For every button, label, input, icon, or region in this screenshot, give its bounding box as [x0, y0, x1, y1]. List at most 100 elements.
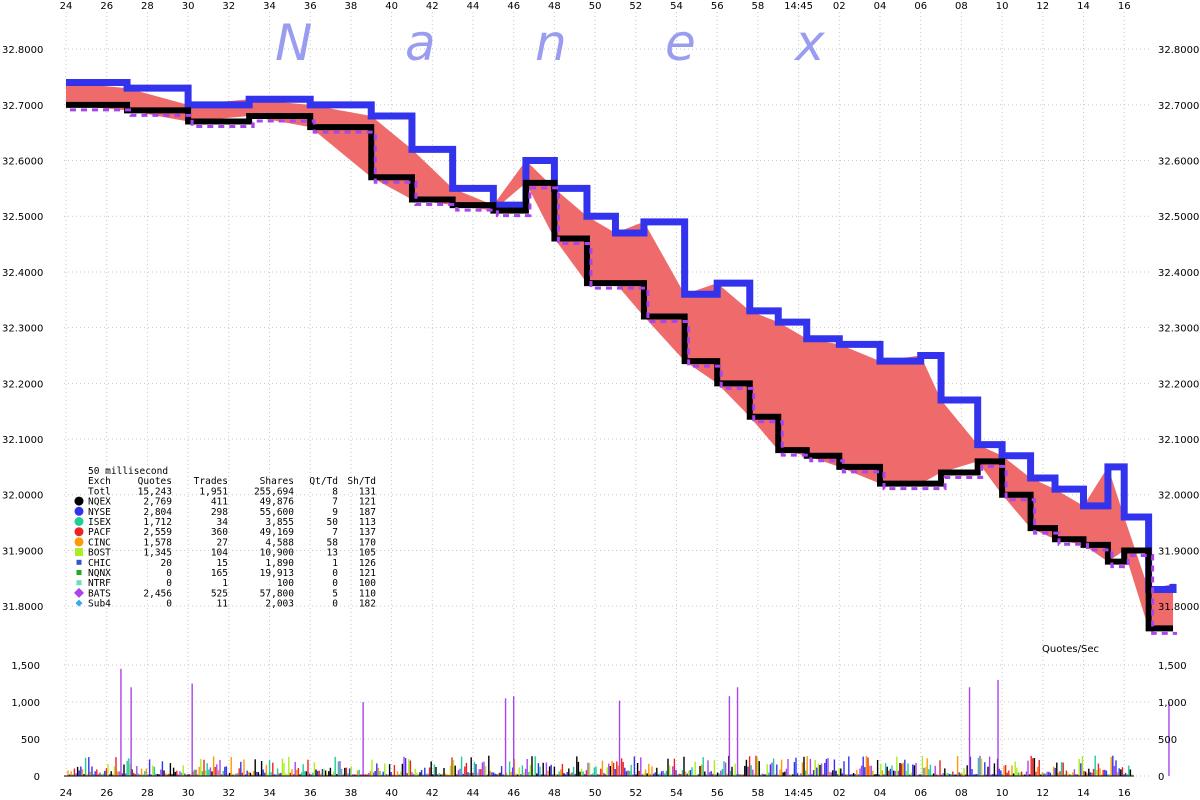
legend-marker: [74, 537, 84, 547]
legend-cell: 8: [332, 486, 338, 497]
watermark-letter: N: [275, 14, 312, 72]
x-tick-label-bottom: 56: [711, 788, 724, 799]
legend-cell: 0: [166, 568, 172, 579]
x-tick-label-bottom: 26: [100, 788, 113, 799]
legend-cell: 50: [327, 517, 339, 528]
legend-cell: 19,913: [260, 568, 294, 579]
x-tick-label-top: 28: [141, 1, 154, 12]
bats-series-line: [70, 108, 1178, 635]
legend-cell: 0: [332, 568, 338, 579]
x-tick-label-bottom: 02: [833, 788, 846, 799]
legend-cell: BATS: [88, 588, 111, 599]
watermark-letter: a: [405, 14, 436, 72]
x-tick-label-top: 44: [467, 1, 480, 12]
legend-cell: CHIC: [88, 558, 111, 569]
y-tick-label-right: 32.5000: [1158, 212, 1199, 223]
legend-title: 50 millisecond: [88, 466, 168, 477]
legend-cell: 15: [217, 558, 228, 569]
legend-cell: 15,243: [138, 486, 172, 497]
legend-cell: 58: [327, 537, 339, 548]
x-tick-label-top: 14: [1077, 1, 1090, 12]
legend-header: Trades: [194, 476, 228, 487]
legend-cell: 2,559: [143, 527, 172, 538]
x-tick-label-bottom: 24: [60, 788, 73, 799]
x-tick-label-bottom: 12: [1036, 788, 1049, 799]
legend-cell: 131: [359, 486, 376, 497]
legend-cell: 1,712: [143, 517, 172, 528]
y-tick-label-right: 32.2000: [1158, 379, 1199, 390]
legend-cell: 1,578: [143, 537, 172, 548]
legend-marker: [74, 506, 84, 516]
legend-cell: 411: [211, 497, 228, 508]
x-tick-label-top: 30: [182, 1, 195, 12]
y-tick-label-left: 32.7000: [2, 101, 43, 112]
legend-cell: 255,694: [254, 486, 294, 497]
x-tick-label-bottom: 16: [1118, 788, 1131, 799]
legend-cell: 187: [359, 507, 376, 518]
x-tick-label-top: 24: [60, 1, 73, 12]
watermark-letter: x: [793, 14, 825, 72]
vol-tick-label-left: 1,500: [11, 661, 40, 672]
x-tick-label-bottom: 06: [914, 788, 927, 799]
spread-area: [66, 82, 1174, 629]
y-tick-label-left: 32.5000: [2, 212, 43, 223]
y-tick-label-left: 32.4000: [2, 268, 43, 279]
watermark-letter: e: [665, 14, 696, 72]
legend-cell: 57,800: [260, 588, 295, 599]
legend-header: Quotes: [138, 476, 172, 487]
legend-cell: 1: [222, 578, 228, 589]
y-tick-label-right: 31.9000: [1158, 546, 1199, 557]
x-tick-label-top: 08: [955, 1, 968, 12]
ask-series-line: [66, 79, 1177, 593]
y-tick-label-right: 32.3000: [1158, 324, 1199, 335]
y-tick-label-right: 32.0000: [1158, 491, 1199, 502]
legend-cell: 4,588: [265, 537, 294, 548]
y-tick-label-left: 32.8000: [2, 45, 43, 56]
vol-tick-label-right: 1,500: [1158, 661, 1187, 672]
legend-cell: 182: [359, 599, 376, 610]
x-tick-label-top: 38: [345, 1, 358, 12]
legend-cell: 1: [332, 558, 338, 569]
x-tick-label-bottom: 42: [426, 788, 439, 799]
x-tick-label-bottom: 08: [955, 788, 968, 799]
volume-bars: [64, 668, 1170, 777]
vol-tick-label-right: 500: [1158, 735, 1177, 746]
bid-series-line: [66, 101, 1174, 632]
y-tick-label-left: 32.6000: [2, 157, 43, 168]
legend-cell: 121: [359, 568, 376, 579]
legend-header: Shares: [260, 476, 294, 487]
legend-cell: 126: [359, 558, 376, 569]
legend-cell: 13: [327, 548, 338, 559]
vol-tick-label-left: 0: [34, 772, 40, 783]
y-tick-label-left: 31.8000: [2, 602, 43, 613]
y-tick-label-right: 32.7000: [1158, 101, 1199, 112]
y-tick-label-right: 32.8000: [1158, 45, 1199, 56]
x-tick-label-bottom: 28: [141, 788, 154, 799]
vol-tick-label-right: 0: [1158, 772, 1164, 783]
y-tick-label-left: 32.3000: [2, 324, 43, 335]
x-tick-label-bottom: 32: [222, 788, 235, 799]
x-tick-label-top: 52: [629, 1, 642, 12]
x-tick-label-bottom: 38: [345, 788, 358, 799]
legend-cell: 105: [359, 548, 376, 559]
x-tick-label-bottom: 10: [996, 788, 1009, 799]
legend-cell: 5: [332, 588, 338, 599]
legend-cell: 2,003: [265, 599, 294, 610]
legend-marker: [75, 548, 83, 557]
legend-cell: 49,876: [260, 497, 295, 508]
y-tick-label-left: 31.9000: [2, 546, 43, 557]
legend-cell: 170: [359, 537, 376, 548]
legend-cell: 137: [359, 527, 376, 538]
legend-cell: 165: [211, 568, 228, 579]
y-tick-label-right: 31.8000: [1158, 602, 1199, 613]
legend-cell: 10,900: [260, 548, 295, 559]
legend-cell: 7: [332, 527, 338, 538]
legend-cell: 3,855: [265, 517, 294, 528]
x-tick-label-bottom: 50: [589, 788, 602, 799]
legend-marker: [76, 570, 82, 575]
x-tick-label-bottom: 44: [467, 788, 480, 799]
legend-cell: 104: [211, 548, 228, 559]
legend-cell: CINC: [88, 537, 111, 548]
